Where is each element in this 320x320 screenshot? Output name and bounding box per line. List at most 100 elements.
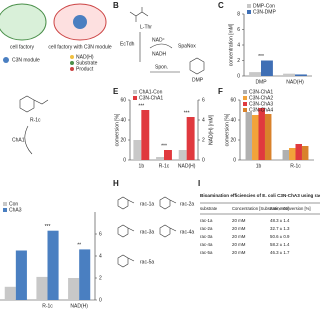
bar [295, 144, 302, 160]
legend-swatch [133, 90, 137, 94]
table-cell: rac-4a [200, 242, 213, 247]
cell [0, 3, 47, 41]
legend-text: C3N module [12, 57, 40, 63]
compound: rac-4a [180, 229, 194, 235]
significance: ** [77, 243, 81, 249]
label: Spon. [155, 64, 168, 70]
tick-label: 2 [202, 137, 205, 143]
significance: *** [45, 224, 51, 230]
bar [249, 72, 261, 76]
structure [159, 196, 177, 210]
bar [301, 146, 309, 160]
category-label: NAD(H) [70, 303, 88, 309]
c3n-module [73, 15, 87, 29]
tick-label: 0 [99, 297, 102, 303]
legend-text: Substrate [76, 60, 98, 66]
legend-swatch [243, 102, 247, 106]
legend-text: Product [76, 66, 94, 72]
category-label: 1b [256, 163, 262, 169]
tick-label: 6 [99, 231, 102, 237]
table-cell: rac-1a [200, 218, 213, 223]
bar [68, 278, 80, 300]
table-cell: 20 mM [232, 218, 246, 223]
significance: *** [161, 143, 167, 149]
legend-swatch [247, 4, 251, 8]
structure [19, 95, 49, 113]
enzyme: EcTdh [120, 41, 135, 47]
legend-swatch [3, 208, 7, 212]
bar [258, 108, 265, 160]
legend-text: C3N-ChA1 [139, 95, 163, 101]
tick-label: 40 [120, 117, 126, 123]
tick-label: 40 [230, 117, 236, 123]
bar [186, 117, 195, 160]
tick-label: 4 [202, 117, 205, 123]
table-header: Amine conversion [%] [270, 206, 311, 211]
table-cell: 20 mM [232, 242, 246, 247]
compound: rac-1a [140, 201, 154, 207]
legend-swatch [243, 108, 247, 112]
enzyme: SpaNox [178, 43, 196, 49]
bar [47, 230, 59, 300]
bar [156, 157, 164, 160]
category-label: R-1c [290, 163, 301, 169]
tick-label: 2 [99, 275, 102, 281]
axis-label: conversion [%] [114, 113, 120, 146]
panel-label: F [218, 87, 223, 96]
tick-label: 0 [233, 157, 236, 163]
structure [117, 254, 135, 268]
table-cell: rac-3a [200, 234, 213, 239]
table-header: Concentration [Substrate, mM] [232, 206, 289, 211]
table-cell: 20 mM [232, 250, 246, 255]
arrow [149, 43, 173, 49]
significance: *** [138, 103, 144, 109]
enzyme: ChA1 [12, 137, 25, 143]
compound: rac-5a [140, 259, 154, 265]
compound: L-Thr [140, 24, 152, 30]
bar [36, 276, 48, 300]
arrow [24, 125, 33, 155]
panel-label: C [218, 1, 224, 10]
bar [282, 150, 290, 160]
significance: *** [258, 54, 264, 60]
legend-swatch [243, 96, 247, 100]
cofactor: NAD⁺ [152, 37, 166, 43]
category-label: NAD(H) [286, 79, 304, 85]
axis-label: conversion [%] [224, 113, 230, 146]
table-cell: 48.3 ± 1.4 [270, 218, 290, 223]
table-cell: 50.6 ± 0.9 [270, 234, 290, 239]
category-label: R-1c [42, 303, 53, 309]
tick-label: 20 [120, 137, 126, 143]
compound: DMP [192, 77, 204, 83]
tick-label: 60 [230, 97, 236, 103]
bar [295, 74, 307, 76]
tick-label: 60 [120, 97, 126, 103]
category-label: NAD(H) [178, 163, 196, 169]
bar [289, 148, 296, 160]
structure [117, 196, 135, 210]
bar [264, 114, 272, 160]
axis-label: concentration [mM] [228, 23, 234, 66]
bar [261, 60, 273, 76]
bar [252, 115, 259, 160]
category-label: DMP [255, 79, 267, 85]
table-cell: 20 mM [232, 234, 246, 239]
axis-label: NAD(H) [mM] [208, 114, 214, 145]
bar [4, 286, 16, 300]
legend-text: ChA1-Con [139, 89, 163, 95]
bar [79, 249, 91, 300]
legend-text: C3N-DMP [253, 9, 276, 15]
caption: cell factory with C3N module [48, 44, 112, 50]
bar [164, 150, 172, 160]
bar [141, 110, 150, 160]
tick-label: 8 [237, 11, 240, 17]
tick-label: 0 [237, 73, 240, 79]
legend-icon [3, 57, 9, 63]
tick-label: 2 [237, 58, 240, 64]
table-cell: 46.3 ± 1.7 [270, 250, 290, 255]
structure [189, 57, 205, 75]
bar [178, 150, 187, 160]
table-cell: 58.2 ± 1.4 [270, 242, 290, 247]
table-cell: rac-2a [200, 226, 213, 231]
